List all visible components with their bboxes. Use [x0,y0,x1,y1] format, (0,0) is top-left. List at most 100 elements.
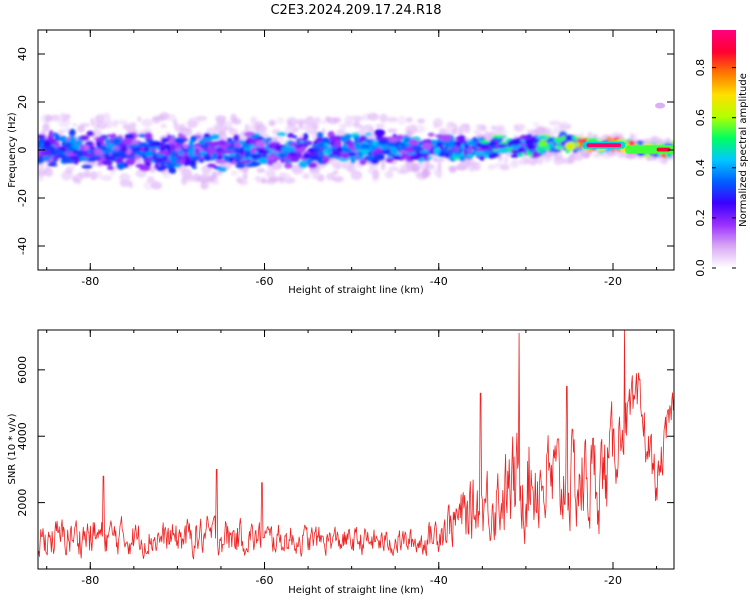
spectrogram-cell [502,128,508,137]
spectrogram-cell [437,162,442,172]
colorbar-tick-label: 0.0 [694,259,707,277]
spectrogram-cell [463,149,468,156]
spectrogram-cell [385,157,394,163]
spectrogram-cell [248,124,256,131]
spectrogram-cell [258,157,268,164]
spectrogram-cell [279,176,285,184]
snr-y-tick-label: 4000 [16,422,29,450]
spectrogram-cell [44,114,52,123]
spectrogram-cell [253,176,263,182]
spectrogram-cell [296,140,301,146]
spectrogram-cell [336,147,343,152]
spectrogram-cell [194,143,201,147]
spectrogram-cell [211,170,217,177]
spectrogram-cell [517,146,525,153]
spectrogram-cell [510,154,519,158]
spectrogram-cell [48,129,54,138]
spectrogram-cell [38,175,44,182]
spectrogram-cell [317,141,325,149]
spectrogram-cell [97,159,102,166]
spectrogram-cell [387,128,398,133]
spectrogram-y-tick-label: 40 [16,47,29,61]
spectrogram-cell [303,153,311,160]
spectrogram-cell [174,144,180,149]
spectrogram-cell [104,137,110,146]
spectrogram-cell [61,170,73,181]
spectrogram-cell [338,122,347,129]
spectrogram-cell [73,157,79,165]
spectrogram-cell [440,134,451,142]
spectrogram-cell [378,139,389,145]
spectrogram-cell [230,113,237,123]
spectrogram-cell [479,139,490,144]
spectrogram-cell [358,149,371,153]
spectrogram-cell [117,119,129,125]
spectrogram-cell [308,162,318,169]
snr-y-label: SNR (10 * v/v) [7,413,18,484]
spectrogram-cell [101,174,112,182]
spectrogram-cell [234,141,241,149]
spectrogram-cell [189,148,196,155]
spectrogram-cell [535,135,548,140]
spectrogram-cell [353,120,361,129]
spectrogram-cell [501,164,507,171]
spectrogram-cell [331,159,342,170]
spectrogram-cell [38,140,41,149]
spectrogram-cell [215,159,227,165]
spectrogram-cell [124,133,135,140]
spectrogram-cell [217,150,228,155]
spectrogram-cell [536,145,545,153]
colorbar-scale [712,30,736,268]
spectrogram-cell [254,162,261,166]
spectrogram-cell [233,134,240,142]
spectrogram-cell [532,121,540,128]
spectrogram-cell [518,158,528,165]
spectrogram-cell [244,123,250,132]
spectrogram-cell [184,174,195,183]
spectrogram-cell [284,126,290,135]
spectrogram-cell [207,146,217,154]
spectrogram-cell [553,155,564,166]
spectrogram-cell [82,153,94,158]
spectrogram-cell [276,117,285,124]
spectrogram-cell [111,153,121,157]
spectrogram-cell [149,164,157,173]
spectrogram-cell [568,155,575,164]
spectrogram-cell [141,118,153,128]
spectrogram-cell [201,171,210,180]
spectrogram-cell [255,140,266,148]
spectrogram-x-tick-label: -80 [81,275,99,288]
snr-y-tick-label: 2000 [16,489,29,517]
spectrogram-cell [223,126,234,131]
spectrogram-cell [360,135,365,143]
spectrogram-cell [83,144,90,151]
spectrogram-cell [245,163,254,168]
spectrogram-cell [302,173,311,180]
spectrogram-cell [310,154,319,161]
spectrogram-cell [332,176,344,183]
spectrogram-cell [552,126,562,135]
spectrogram-cell [179,134,187,138]
spectrogram-cell [499,144,505,149]
spectrogram-cell [107,166,115,171]
spectrogram-cell [243,146,252,152]
spectrogram-cell [203,133,211,138]
spectrogram-cell [111,137,123,145]
spectrogram-cell [414,124,426,134]
spectrogram-y-label: Frequency (Hz) [7,112,18,188]
spectrogram-cell [468,139,475,147]
spectrogram-cell [298,160,308,169]
spectrogram-cell [369,127,375,132]
spectrogram-cell [449,166,456,174]
spectrogram-cell [490,152,498,159]
spectrogram-cell [325,146,333,150]
spectrogram-cell [482,150,491,154]
spectrogram-cell [144,132,153,140]
spectrogram-cell [350,170,363,181]
spectrogram-cell [457,134,466,142]
spectrogram-cell [174,137,186,144]
spectrogram-cell [112,119,118,128]
spectrogram-cell [89,146,96,150]
spectrogram-cell [386,116,399,123]
spectrogram-cell [474,151,485,157]
